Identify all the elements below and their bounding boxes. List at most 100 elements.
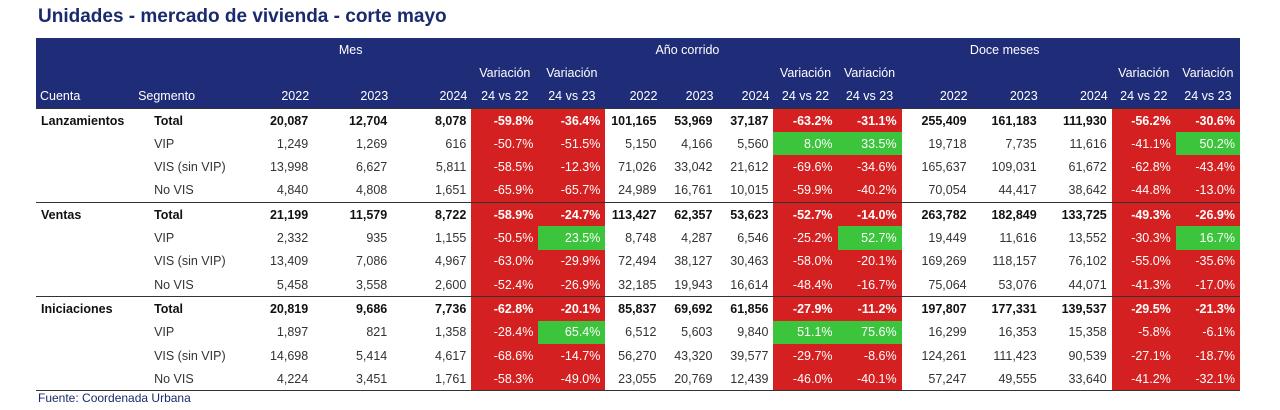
cell-value: 49,555 [971, 367, 1042, 392]
cell-variation: -50.5% [471, 226, 539, 250]
cell-segmento: Total [134, 202, 235, 227]
cell-value: 111,930 [1041, 107, 1112, 133]
cell-value: 23,055 [605, 367, 662, 392]
cell-segmento: Total [134, 107, 235, 133]
cell-variation: 50.2% [1175, 132, 1240, 156]
cell-variation: -13.0% [1175, 178, 1240, 203]
cell-variation: 65.4% [538, 320, 606, 344]
cell-variation: -46.0% [773, 367, 838, 392]
cell-variation: 51.1% [773, 320, 838, 344]
cell-segmento: No VIS [134, 367, 235, 392]
cell-value: 124,261 [921, 348, 967, 363]
cell-value: 85,837 [605, 296, 662, 321]
cell-value: 7,086 [355, 254, 388, 269]
cell-variation: -59.9% [773, 178, 838, 203]
cell-value: 11,616 [1069, 136, 1107, 151]
header-variacion: Variación [1111, 61, 1176, 85]
header-2022: 2022 [901, 84, 972, 109]
cell-variation: -6.1% [1175, 320, 1240, 344]
header-24vs22: 24 vs 22 [1111, 84, 1176, 109]
table-row: No VIS 4,840 4,808 1,651 -65.9% -65.7% 24,989 1… [36, 178, 1240, 203]
cell-cuenta [36, 155, 134, 178]
cell-variation: -68.6% [471, 343, 539, 368]
cell-variation: -48.4% [773, 272, 838, 297]
cell-variation: -27.1% [1111, 343, 1176, 368]
table-row: No VIS 5,458 3,558 2,600 -52.4% -26.9% 32,185 1… [36, 272, 1240, 297]
cell-value: 935 [366, 231, 388, 246]
cell-value: 182,849 [971, 202, 1042, 227]
cell-value: 1,269 [355, 136, 388, 151]
cell-value: 62,357 [661, 202, 718, 227]
cell-variation: -32.1% [1175, 367, 1240, 392]
cell-variation: -26.9% [538, 272, 606, 297]
cell-variation: -65.7% [538, 178, 606, 203]
source-note: Fuente: Coordenada Urbana [38, 391, 191, 405]
cell-variation: -59.8% [471, 107, 539, 133]
cell-segmento: VIS (sin VIP) [154, 254, 226, 269]
cell-cuenta: Lanzamientos [36, 107, 135, 133]
cell-cuenta: Iniciaciones [36, 296, 135, 321]
cell-segmento: VIP [154, 136, 175, 151]
cell-variation: -26.9% [1175, 202, 1240, 227]
cell-variation: -14.0% [837, 202, 902, 227]
cell-value: 9,840 [737, 325, 769, 340]
cell-variation: -44.8% [1111, 178, 1176, 203]
header-2022: 2022 [234, 84, 314, 109]
cell-value: 57,247 [901, 367, 972, 392]
cell-variation: -41.1% [1111, 132, 1176, 156]
cell-value: 1,249 [276, 136, 309, 151]
cell-variation: -52.4% [471, 272, 539, 297]
cell-value: 37,187 [717, 107, 774, 133]
cell-value: 53,623 [717, 202, 774, 227]
cell-variation: -41.2% [1111, 367, 1176, 392]
cell-variation: -63.0% [471, 249, 539, 273]
cell-variation: -40.2% [837, 178, 902, 203]
cell-value: 20,819 [234, 296, 314, 321]
cell-value: 4,967 [435, 254, 467, 269]
header-row-variacion: Variación Variación Variación Variación … [36, 61, 1240, 85]
header-group-ano-corrido: Año corrido [605, 38, 774, 62]
cell-variation: 8.0% [773, 132, 838, 156]
cell-value: 71,026 [618, 160, 657, 175]
table-row: VIP 1,897 821 1,358 -28.4% 65.4% 6,512 5,603 9,8… [36, 320, 1240, 344]
cell-value: 16,614 [730, 277, 769, 292]
cell-variation: -12.3% [538, 155, 606, 179]
cell-value: 90,539 [1068, 348, 1107, 363]
cell-value: 16,761 [674, 183, 713, 198]
cell-variation: -31.1% [837, 107, 902, 133]
cell-variation: -63.2% [773, 107, 838, 133]
header-2023: 2023 [971, 84, 1042, 109]
cell-value: 118,157 [992, 254, 1037, 269]
header-row-groups: Mes Año corrido Doce meses [36, 38, 1240, 62]
cell-variation: -30.3% [1111, 226, 1176, 250]
table-row: Lanzamientos Total 20,087 12,704 8,078 -59.8%… [36, 107, 1240, 133]
cell-cuenta [36, 179, 134, 203]
cell-segmento: VIS (sin VIP) [154, 160, 226, 175]
header-group-doce-meses: Doce meses [901, 38, 1112, 62]
cell-value: 38,127 [674, 254, 713, 269]
cell-value: 3,558 [355, 277, 388, 292]
cell-segmento: No VIS [154, 183, 194, 198]
cell-segmento: No VIS [154, 277, 194, 292]
cell-value: 6,627 [355, 160, 388, 175]
cell-variation: -58.5% [471, 155, 539, 179]
header-2024: 2024 [717, 84, 774, 109]
cell-variation: -41.3% [1111, 272, 1176, 297]
cell-variation: -30.6% [1175, 107, 1240, 133]
cell-variation: -35.6% [1175, 249, 1240, 273]
cell-value: 8,722 [392, 202, 472, 227]
cell-variation: -58.3% [471, 367, 539, 392]
cell-value: 53,969 [661, 107, 718, 133]
cell-value: 19,449 [928, 231, 967, 246]
cell-segmento: VIS (sin VIP) [154, 348, 226, 363]
cell-value: 72,494 [618, 254, 657, 269]
cell-value: 13,409 [269, 254, 309, 269]
cell-variation: -29.7% [773, 343, 838, 368]
cell-value: 75,064 [928, 277, 967, 292]
cell-variation: -17.0% [1175, 272, 1240, 297]
cell-variation: -43.4% [1175, 155, 1240, 179]
cell-value: 16,353 [998, 325, 1037, 340]
cell-cuenta [36, 273, 134, 297]
header-cuenta: Cuenta [36, 84, 135, 109]
cell-variation: -21.3% [1175, 296, 1240, 321]
